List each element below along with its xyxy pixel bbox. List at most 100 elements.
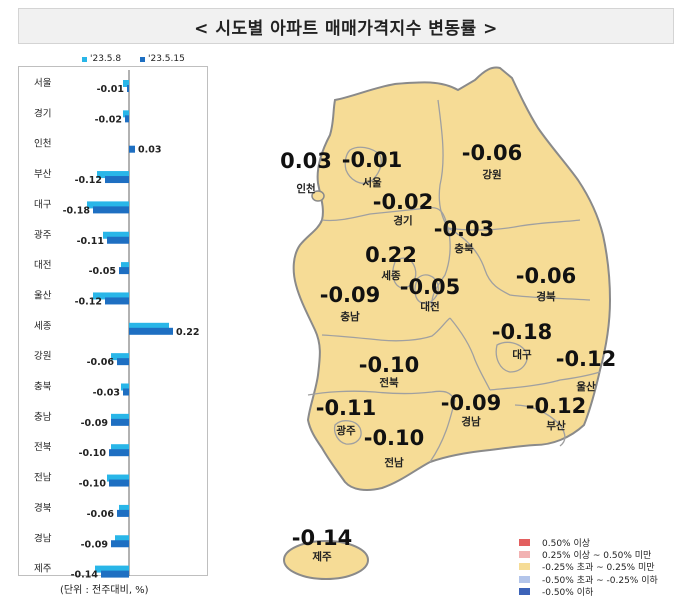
bar-value-label: -0.06 [87, 509, 115, 520]
bar-prev-week [123, 80, 129, 87]
map-value-label: -0.09 [320, 283, 381, 307]
category-label: 대전 [34, 260, 51, 271]
bar-curr-week [101, 570, 129, 578]
map-legend-swatch-4 [519, 588, 530, 596]
bar-value-label: -0.02 [95, 114, 122, 125]
bar-prev-week [121, 262, 129, 270]
map-value-label: -0.11 [316, 396, 377, 420]
jeju-island [283, 540, 369, 580]
map-legend-label-3: -0.50% 초과 ~ -0.25% 이하 [542, 575, 658, 586]
bar-value-label: -0.09 [81, 418, 108, 429]
map-value-label: -0.06 [516, 264, 577, 288]
category-label: 충남 [34, 412, 52, 423]
legend-swatch-curr-week [140, 56, 145, 62]
unit-label: (단위 : 전주대비, %) [60, 585, 149, 596]
bar-prev-week [111, 444, 129, 452]
map-legend-label-4: -0.50% 이하 [542, 588, 594, 599]
bar-curr-week [105, 176, 129, 184]
bar-prev-week [107, 474, 129, 482]
map-legend-row-3: -0.50% 초과 ~ -0.25% 이하 [519, 573, 658, 586]
map-value-label: 0.03 [280, 149, 332, 173]
map-value-label: -0.05 [400, 275, 461, 299]
map-legend-swatch-0 [519, 538, 530, 546]
category-label: 대구 [34, 199, 52, 210]
map-legend-label-1: 0.25% 이상 ~ 0.50% 미만 [542, 551, 652, 562]
bar-value-label: -0.06 [87, 357, 115, 368]
category-label: 부산 [34, 169, 52, 180]
bar-curr-week [93, 206, 129, 214]
bar-curr-week [119, 267, 129, 275]
legend-item-curr-week: '23.5.15 [140, 54, 185, 64]
bar-curr-week [117, 509, 129, 517]
map-value-label: -0.01 [342, 148, 403, 172]
bar-prev-week [87, 201, 129, 209]
map-region-name: 전남 [384, 456, 404, 469]
map-value-label: -0.02 [373, 190, 434, 214]
map-value-label: -0.10 [364, 426, 425, 450]
map-region-name: 대구 [512, 348, 532, 361]
category-label: 전북 [34, 442, 52, 453]
bar-prev-week [95, 565, 129, 573]
bar-value-label: -0.10 [79, 448, 107, 459]
bar-value-label: -0.12 [75, 175, 102, 186]
bar-curr-week [123, 388, 129, 396]
bar-value-label: -0.14 [71, 570, 99, 581]
bar-value-label: -0.11 [77, 236, 104, 247]
map-legend-row-1: 0.25% 이상 ~ 0.50% 미만 [519, 548, 658, 562]
map-legend-row-0: 0.50% 이상 [519, 536, 658, 549]
bar-value-label: -0.03 [93, 388, 120, 399]
category-label: 경북 [34, 502, 52, 514]
map-value-label: -0.18 [492, 320, 553, 344]
map-legend-label-0: 0.50% 이상 [542, 538, 591, 549]
bar-curr-week [111, 540, 129, 548]
bar-curr-week [127, 85, 129, 92]
bar-value-label: -0.12 [75, 296, 102, 307]
map-region-name: 광주 [336, 425, 356, 437]
bar-prev-week [103, 231, 129, 239]
map-region-name: 경북 [536, 290, 556, 303]
bar-curr-week [125, 115, 129, 123]
map-legend-swatch-2 [519, 563, 530, 571]
bar-value-label: 0.22 [176, 327, 199, 338]
map-region-name: 충남 [340, 310, 360, 323]
legend-item-prev-week: '23.5.8 [82, 54, 121, 64]
map-region-name: 경남 [461, 415, 481, 428]
chart-title: < 시도별 아파트 매매가격지수 변동률 > [18, 8, 674, 44]
map-region-name: 경기 [393, 214, 412, 227]
legend-label-prev-week: '23.5.8 [90, 54, 122, 64]
bar-value-label: 0.03 [138, 145, 161, 156]
category-label: 인천 [34, 139, 51, 150]
incheon-island [311, 190, 325, 202]
bar-prev-week [123, 110, 129, 118]
category-label: 경기 [34, 107, 51, 119]
map-value-label: -0.03 [434, 217, 495, 241]
map-value-label: -0.14 [292, 526, 353, 550]
category-label: 강원 [34, 351, 51, 362]
bar-curr-week [109, 479, 129, 487]
map-region-name: 강원 [482, 168, 501, 181]
bar-curr-week [111, 418, 129, 426]
bar-prev-week [115, 535, 129, 543]
bar-value-label: -0.10 [79, 479, 107, 490]
province-borders [307, 99, 601, 463]
map-region-name: 전북 [379, 376, 399, 389]
bar-prev-week [121, 383, 129, 391]
map-value-label: -0.12 [556, 347, 617, 371]
map-region-name: 충북 [454, 242, 474, 255]
bar-prev-week [119, 504, 129, 512]
bar-curr-week [107, 236, 129, 244]
bar-prev-week [129, 322, 169, 330]
map-value-label: -0.12 [526, 394, 587, 418]
bar-curr-week [117, 358, 129, 366]
bar-prev-week [93, 292, 129, 300]
bar-value-label: -0.01 [97, 84, 124, 95]
mainland-outline [292, 66, 612, 491]
bar-prev-week [111, 413, 129, 421]
category-label: 울산 [34, 290, 52, 301]
bar-curr-week [105, 297, 129, 305]
map-value-label: -0.06 [462, 141, 523, 165]
map-region-name: 울산 [576, 380, 596, 393]
map-region-name: 세종 [381, 269, 401, 282]
